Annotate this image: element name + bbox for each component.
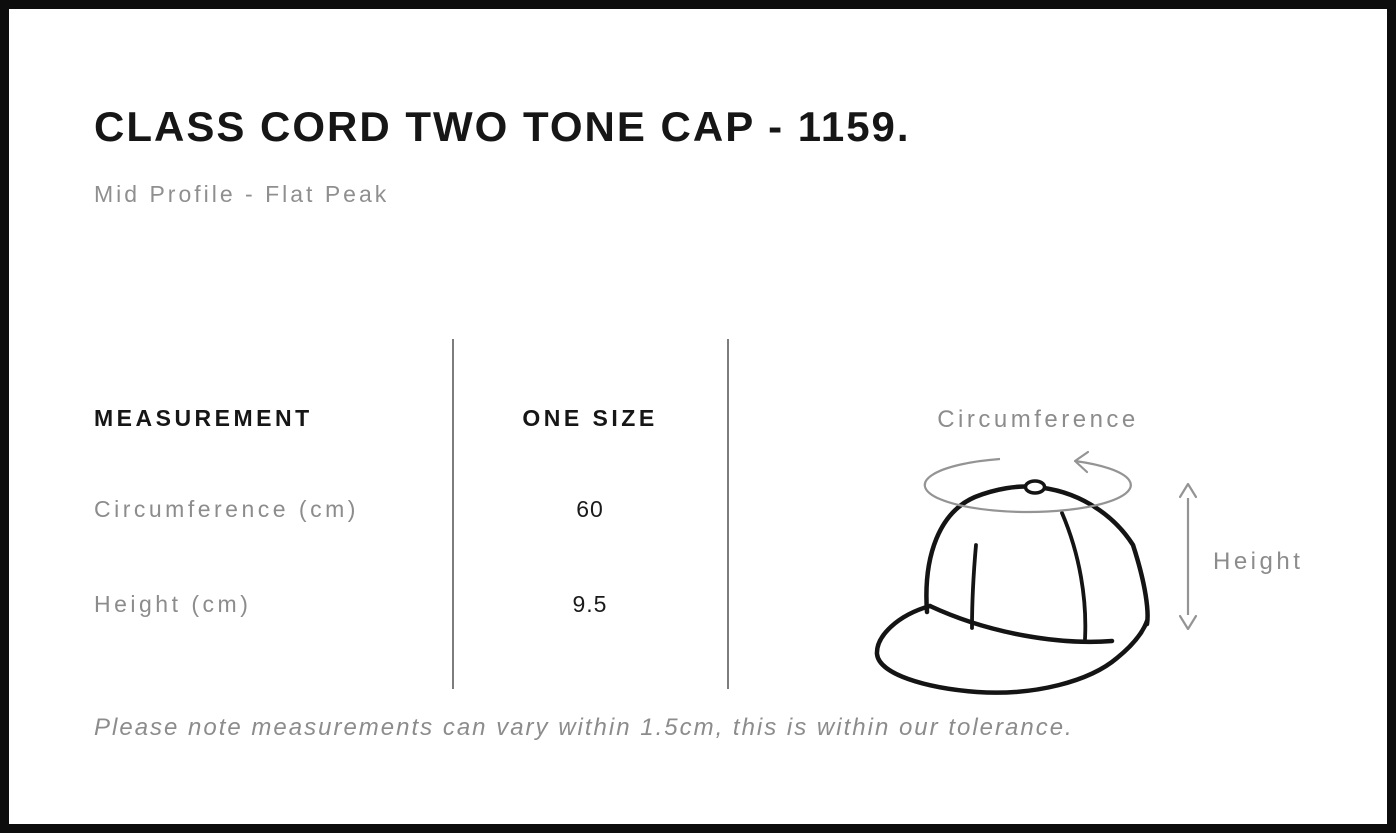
table-divider-left: [452, 339, 454, 689]
row-value-circumference: 60: [576, 496, 604, 522]
cap-left-seam: [970, 543, 978, 630]
column-header-measurement: MEASUREMENT: [94, 405, 313, 431]
cap-right-seam: [1060, 511, 1088, 641]
circumference-arrowhead-icon: [1073, 450, 1090, 474]
cap-top-button: [1023, 479, 1047, 495]
table-divider-right: [727, 339, 729, 689]
row-label-height: Height (cm): [94, 591, 252, 617]
row-value-height: 9.5: [572, 591, 608, 617]
column-header-one-size: ONE SIZE: [522, 405, 658, 431]
height-arrowhead-bottom-icon: [1178, 614, 1198, 631]
cap-brim-outline: [874, 603, 1150, 695]
page-title: CLASS CORD TWO TONE CAP - 1159.: [94, 103, 911, 150]
cap-brim-top-edge: [927, 603, 1115, 645]
diagram-height-label: Height: [1213, 548, 1304, 575]
page-subtitle: Mid Profile - Flat Peak: [94, 181, 390, 207]
diagram-circumference-label: Circumference: [937, 406, 1139, 433]
height-arrowhead-top-icon: [1178, 482, 1198, 499]
row-label-circumference: Circumference (cm): [94, 496, 359, 522]
tolerance-note: Please note measurements can vary within…: [94, 714, 1074, 741]
cap-crown-outline: [924, 484, 1150, 627]
circumference-arrow-arc: [923, 457, 1132, 514]
flat-peak-cap-icon: [874, 450, 1198, 695]
